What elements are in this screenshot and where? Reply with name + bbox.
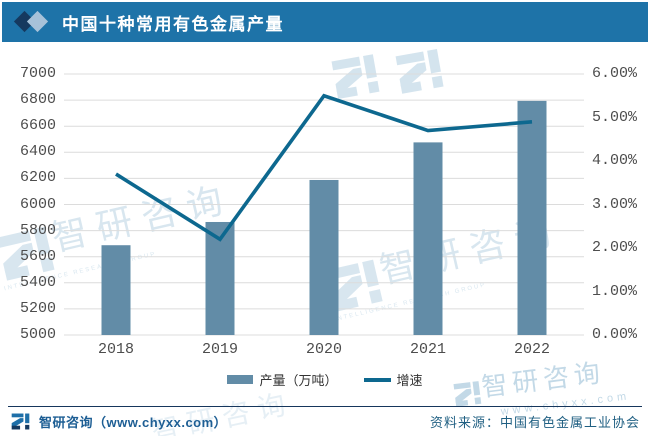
page-title: 中国十种常用有色金属产量 (62, 14, 284, 34)
legend-bar-swatch-icon (227, 375, 254, 384)
data-source-text: 资料来源：中国有色金属工业协会 (429, 415, 640, 430)
legend-bar-label: 产量（万吨） (259, 373, 338, 388)
bar-2020 (309, 179, 339, 335)
x-axis-label-2020: 2020 (305, 341, 342, 358)
y-axis-right-tick: 2.00% (592, 239, 638, 256)
y-axis-left-tick: 6000 (19, 195, 56, 213)
y-axis-left-tick: 5000 (19, 326, 56, 343)
footer-bar: 智研咨询（www.chyxx.com） 资料来源：中国有色金属工业协会 (0, 407, 650, 436)
growth-line (115, 93, 533, 242)
brand-text: 智研咨询（www.chyxx.com） (39, 415, 228, 430)
y-axis-left-tick: 5600 (19, 247, 56, 265)
y-axis-right-tick: 1.00% (592, 282, 638, 300)
bar-2021 (413, 142, 443, 335)
y-axis-left-tick: 5400 (19, 273, 56, 291)
y-axis-right-tick: 5.00% (592, 108, 638, 126)
x-axis-label-2022: 2022 (513, 341, 550, 358)
bar-2022 (517, 100, 547, 336)
x-axis-label-2018: 2018 (97, 341, 134, 358)
y-axis-right-tick: 4.00% (592, 152, 638, 169)
y-axis-left-tick: 6800 (19, 91, 56, 109)
header-bar: 中国十种常用有色金属产量 (2, 2, 648, 42)
brand-block: 智研咨询（www.chyxx.com） (10, 411, 227, 432)
y-axis-right-tick: 0.00% (592, 326, 638, 343)
y-axis-right-tick: 3.00% (592, 195, 638, 213)
y-axis-right-tick: 6.00% (592, 65, 638, 82)
legend-line-label: 增速 (396, 373, 423, 388)
y-axis-left-tick: 7000 (19, 65, 56, 82)
y-axis-left-tick: 5800 (19, 221, 56, 239)
legend-line-swatch-icon (363, 377, 391, 382)
x-axis-label-2021: 2021 (409, 341, 446, 358)
y-axis-left-tick: 6600 (19, 117, 56, 135)
y-axis-left-tick: 6200 (19, 169, 56, 187)
bar-2018 (101, 245, 131, 335)
x-axis-label-2019: 2019 (201, 341, 238, 358)
y-axis-left-tick: 5200 (19, 299, 56, 317)
footer-divider (8, 406, 642, 407)
chart-legend: 产量（万吨） 增速 (0, 370, 650, 389)
y-axis-left-tick: 6400 (19, 143, 56, 161)
zhiyan-logo-icon (11, 413, 30, 430)
